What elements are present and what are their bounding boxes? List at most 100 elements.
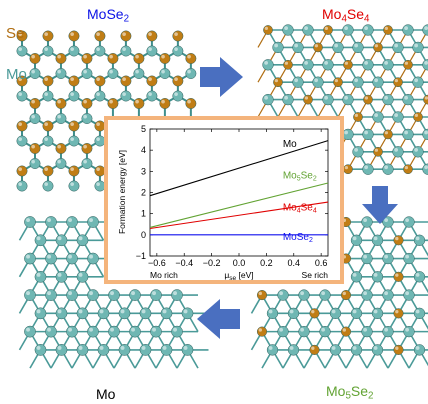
se-atom <box>303 94 313 105</box>
mo-atom <box>362 24 374 36</box>
se-atom <box>146 75 158 87</box>
arrow-down <box>362 186 398 224</box>
mo-atom <box>34 270 47 283</box>
mo-atom <box>66 289 78 301</box>
se-atom <box>55 53 67 64</box>
mo-atom <box>55 113 67 124</box>
se-atom <box>393 271 404 282</box>
mo-atom <box>329 344 342 356</box>
se-atom <box>373 42 383 53</box>
mo-atom <box>16 135 28 147</box>
mo-atom <box>66 325 78 338</box>
mo-atom <box>87 252 99 265</box>
se-atom <box>68 30 80 42</box>
mo-atom <box>342 128 354 141</box>
label-mose2: MoSe2 <box>87 6 130 25</box>
series-label-0: Mo <box>283 139 297 150</box>
legend-se-label: Se <box>6 25 25 42</box>
se-atom <box>393 235 404 246</box>
mo-atom <box>382 216 394 228</box>
mo-atom <box>392 41 404 54</box>
mo-atom <box>34 344 47 356</box>
x-tick-label: −0.4 <box>175 258 193 268</box>
mo-atom <box>371 307 384 320</box>
x-tick-label: 0.6 <box>315 258 328 268</box>
se-atom <box>256 326 268 337</box>
mo-atom <box>129 325 141 338</box>
mo-atom <box>55 344 68 356</box>
annotation-se-rich: Se rich <box>302 270 329 280</box>
mo-atom <box>402 128 414 141</box>
se-atom <box>16 120 28 132</box>
se-atom <box>172 30 184 42</box>
mo-atom <box>262 93 274 106</box>
mo-atom <box>181 344 194 356</box>
se-atom <box>107 53 119 64</box>
mo-atom <box>118 307 131 320</box>
mo-atom <box>361 216 373 228</box>
mo-atom <box>361 289 373 301</box>
mo-atom <box>29 113 41 124</box>
mo-atom <box>362 128 374 141</box>
mo-atom <box>403 289 415 301</box>
mo-atom <box>172 45 184 57</box>
x-tick-label: 0.4 <box>288 258 301 268</box>
mo-atom <box>382 163 394 175</box>
mo-atom <box>392 111 404 123</box>
mo-atom <box>362 163 374 175</box>
mo-atom <box>302 59 314 71</box>
se-atom <box>68 120 80 132</box>
mo-atom <box>403 325 415 338</box>
se-atom <box>340 326 352 337</box>
mo-atom <box>66 216 78 228</box>
mo-atom <box>266 307 279 320</box>
formation-energy-inset: −0.6 −0.4 −0.2 0.0 0.2 0.4 0.6 −1 0 1 2 3 4 5 Mo Mo5Se… <box>104 116 344 284</box>
mo-atom <box>29 158 41 169</box>
se-atom <box>55 143 67 154</box>
mo-atom <box>312 76 324 88</box>
mo-atom <box>277 289 289 301</box>
mo-atom <box>107 68 119 79</box>
se-atom <box>413 112 423 122</box>
se-atom <box>94 165 106 177</box>
se-atom <box>68 75 80 87</box>
mo-atom <box>413 271 426 283</box>
se-atom <box>42 75 54 87</box>
mo-atom <box>362 59 374 71</box>
mo-atom <box>24 289 36 301</box>
se-atom <box>68 165 80 177</box>
mo-atom <box>150 289 162 301</box>
arrow-right <box>200 57 243 97</box>
mo-atom <box>108 325 120 338</box>
y-tick-label: 2 <box>141 188 146 198</box>
series-line-0 <box>149 140 329 197</box>
mo-atom <box>402 24 414 36</box>
mo-atom <box>319 325 331 338</box>
mo-atom <box>277 325 289 338</box>
mo-atom <box>322 93 334 106</box>
mo-atom <box>352 41 364 54</box>
se-atom <box>185 53 197 64</box>
mo-atom <box>94 45 106 57</box>
se-atom <box>333 77 343 88</box>
mo-atom <box>55 158 67 169</box>
mo-atom <box>329 307 342 320</box>
mo-atom <box>76 270 89 283</box>
mo-atom <box>139 307 152 320</box>
mo-atom <box>68 180 80 192</box>
annotation-mo-rich: Mo rich <box>150 270 178 280</box>
y-tick-label: 5 <box>141 124 146 134</box>
se-atom <box>29 98 41 109</box>
mo-atom <box>372 76 384 88</box>
se-atom <box>323 25 333 35</box>
mo-atom <box>108 289 120 301</box>
mo-atom <box>97 307 110 320</box>
se-atom <box>373 146 383 157</box>
mo-atom <box>146 45 158 57</box>
y-tick-label: −1 <box>136 251 146 261</box>
mo-atom <box>422 59 428 71</box>
mo-atom <box>412 41 424 54</box>
mo-atom <box>171 289 183 301</box>
mo-atom <box>76 307 89 320</box>
